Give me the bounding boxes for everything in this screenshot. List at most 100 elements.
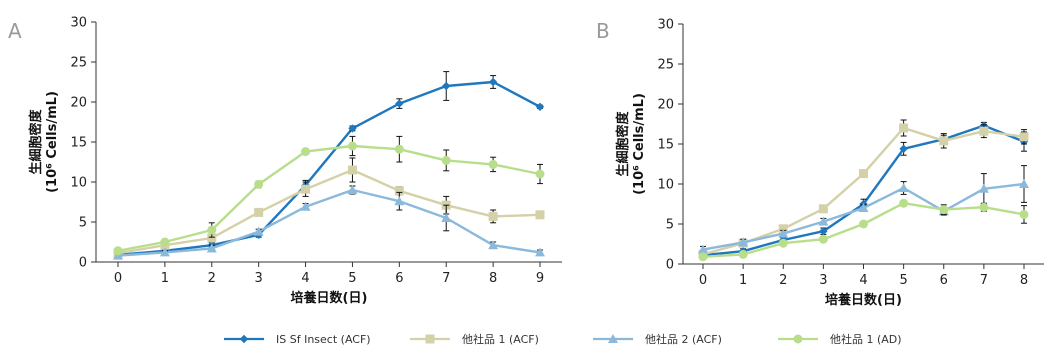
panel-a-y-tick-label: 10 — [70, 176, 87, 191]
panel-a-series-3-point — [159, 247, 170, 257]
panel-b-series-4-point — [979, 202, 989, 212]
panel-a-series-4-point — [535, 169, 545, 179]
panel-b-x-tick-label: 5 — [899, 273, 907, 288]
panel-a-series-3-point — [300, 201, 311, 211]
panel-b-series-3-point — [858, 203, 869, 212]
panel-b-y-tick-label: 20 — [657, 98, 674, 113]
panel-b-series-4-point — [1019, 209, 1029, 219]
legend-item-4-label: 他社品 1 (AD) — [830, 332, 902, 346]
panel-b-y-tick-label: 5 — [666, 218, 674, 233]
panel-b-y-tick-label: 30 — [657, 18, 674, 33]
panel-a-series-4-line — [117, 144, 541, 252]
panel-b-y-tick-label: 0 — [666, 258, 674, 273]
panel-b-y-axis-unit: (10⁶ Cells/mL) — [632, 93, 647, 195]
panel-a-x-tick-label: 0 — [114, 271, 122, 286]
panel-b-x-tick-label: 4 — [859, 273, 867, 288]
panel-a-series-1-point — [442, 81, 451, 91]
panel-a-x-axis-title: 培養日数(日) — [291, 290, 368, 306]
panel-b-series-2-point — [859, 169, 868, 179]
panel-a-y-tick-label: 20 — [70, 96, 87, 111]
panel-b-series-4-point — [859, 219, 868, 229]
panel-b-x-tick-label: 7 — [980, 273, 988, 288]
panel-b-series-4-point — [778, 238, 788, 248]
panel-a-series-1-point — [348, 124, 357, 133]
panel-b-series-3-point — [898, 183, 909, 192]
panel-b-series-2-point — [899, 123, 909, 133]
panel-a-series-4-point — [207, 225, 217, 235]
panel-a-series-1-point — [395, 99, 404, 108]
panel-a-y-tick-label: 0 — [79, 256, 87, 271]
panel-a-series-2-point — [207, 233, 217, 243]
legend-item-2-label: 他社品 1 (ACF) — [462, 332, 539, 346]
panel-b-y-tick-label: 10 — [657, 178, 674, 193]
panel-a-series-4-point — [394, 144, 404, 154]
panel-a-series-4-point — [441, 155, 451, 165]
panel-a-x-tick-label: 6 — [395, 271, 403, 286]
panel-a-series-2-point — [254, 207, 264, 217]
panel-b-series-3-point — [978, 183, 989, 193]
legend-item-3-marker — [608, 334, 618, 343]
panel-a-series-4-point — [301, 147, 311, 157]
panel-a-y-axis-unit: (10⁶ Cells/mL) — [45, 91, 60, 193]
panel-a-series-3-point — [206, 243, 217, 253]
panel-a-y-tick-label: 30 — [70, 16, 87, 31]
panel-a-x-tick-label: 7 — [442, 271, 450, 286]
panel-a-y-tick-label: 5 — [79, 216, 87, 231]
legend-item-3-label: 他社品 2 (ACF) — [645, 332, 722, 346]
panel-a-series-1-point — [535, 102, 545, 111]
panel-a-series-2-point — [488, 211, 498, 221]
panel-b-series-2-point — [818, 204, 828, 214]
panel-a-letter: A — [8, 19, 22, 43]
panel-b-x-tick-label: 2 — [779, 273, 787, 288]
panel-b-series-3-point — [1019, 179, 1029, 188]
panel-a-x-tick-label: 8 — [489, 271, 497, 286]
panel-a-series-2-point — [347, 165, 357, 175]
panel-a-y-axis-title: 生細胞密度 — [28, 109, 44, 175]
panel-b-x-tick-label: 6 — [940, 273, 948, 288]
panel-b-x-tick-label: 1 — [739, 273, 747, 288]
panel-a-series-2-point — [394, 186, 404, 196]
panel-a-series-3-point — [441, 213, 452, 222]
panel-a-series-2-point — [301, 184, 311, 194]
panel-b-series-4-point — [818, 234, 828, 244]
panel-a-series-4-point — [160, 237, 170, 247]
panel-b-series-3-line — [702, 182, 1025, 251]
panel-b-series-1-line — [702, 124, 1025, 257]
panel-b-series-4-point — [738, 249, 748, 259]
panel-b-y-tick-label: 25 — [657, 58, 674, 73]
panel-a-series-3-line — [117, 188, 541, 257]
panel-b-series-2-point — [1019, 132, 1029, 142]
panel-a-x-tick-label: 4 — [301, 271, 309, 286]
panel-b-series-2-point — [939, 136, 949, 146]
legend-item-1-marker — [239, 334, 249, 344]
panel-b-series-3-point — [818, 216, 829, 226]
panel-b-series-3-point — [698, 244, 708, 254]
panel-b-series-3-point — [778, 228, 789, 238]
panel-a-x-tick-label: 1 — [161, 271, 169, 286]
panel-a-series-3-point — [394, 196, 405, 206]
panel-b-x-tick-label: 0 — [699, 273, 707, 288]
panel-b-series-1-point — [819, 227, 828, 236]
panel-a-x-tick-label: 2 — [208, 271, 216, 286]
panel-a-series-4-point — [347, 141, 357, 151]
panel-a-x-tick-label: 5 — [348, 271, 356, 286]
panel-a-y-tick-label: 25 — [70, 56, 87, 71]
panel-b-series-2-line — [702, 126, 1025, 256]
panel-a-series-4-point — [254, 179, 264, 189]
panel-a-y-tick-label: 15 — [70, 136, 87, 151]
panel-b-x-tick-label: 3 — [819, 273, 827, 288]
panel-a-series-1-point — [488, 77, 498, 87]
panel-a-series-2-point — [535, 210, 545, 220]
panel-a-series-4-point — [113, 246, 123, 256]
panel-b-series-1-point — [899, 144, 908, 153]
panel-b-series-3-point — [738, 237, 749, 247]
panel-b-series-4-point — [698, 252, 708, 262]
panel-a-series-4-point — [488, 159, 498, 169]
panel-b-series-2-point — [979, 126, 989, 136]
panel-a-series-3-point — [488, 240, 499, 250]
panel-a-series-3-point — [253, 226, 264, 236]
panel-a-series-1-line — [117, 80, 541, 256]
panel-a-series-3-point — [535, 247, 545, 257]
